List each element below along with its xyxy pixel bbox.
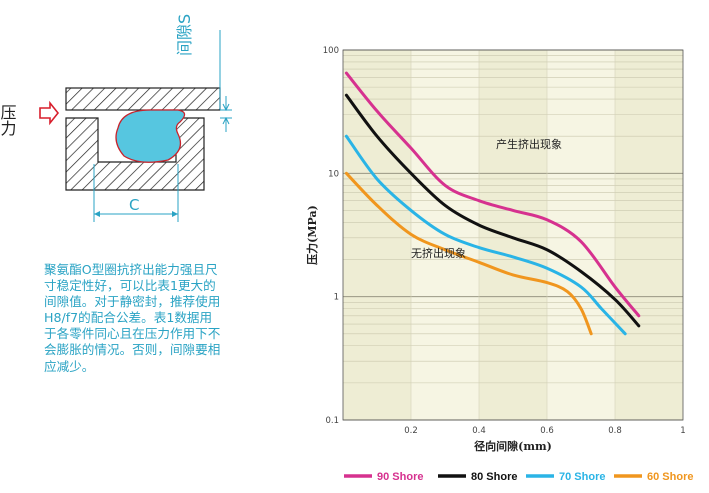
upper-plate <box>65 87 221 111</box>
x-tick-label: 1 <box>680 426 685 436</box>
y-tick-label: 10 <box>328 169 339 179</box>
series-line-60-shore <box>344 171 593 336</box>
y-tick-label: 0.1 <box>325 416 339 426</box>
plot-area <box>343 50 683 420</box>
plot-frame <box>342 49 684 421</box>
o-ring <box>115 109 186 163</box>
pressure-arrow-icon <box>39 100 60 126</box>
width-label: C <box>129 196 139 214</box>
plot-band <box>547 50 615 420</box>
gap-label: 间隙S <box>175 14 194 56</box>
y-tick-label: 100 <box>323 46 339 56</box>
extrusion-chart: 0.1 1 10 100 0.2 0.4 0.6 0.8 1 径向间隙(mm) 压力(MPa) 产生挤… <box>305 46 693 483</box>
pressure-label: 压力 <box>0 104 17 137</box>
y-axis-label: 压力(MPa) <box>305 205 319 265</box>
legend-label: 90 Shore <box>377 471 423 483</box>
x-tick-label: 0.8 <box>608 426 622 436</box>
series-line-70-shore <box>344 134 627 336</box>
annotation-no-extrusion: 无挤出现象 <box>411 246 466 260</box>
description-text: 聚氨酯O型圈抗挤出能力强且尺寸稳定性好，可以比表1更大的间隙值。对于静密封，推荐… <box>44 262 221 374</box>
y-tick-label: 1 <box>334 293 339 303</box>
x-tick-label: 0.4 <box>472 426 486 436</box>
annotation-extrusion: 产生挤出现象 <box>496 137 562 151</box>
gap-arrow-icon <box>222 96 230 132</box>
legend-label: 70 Shore <box>559 471 605 483</box>
x-tick-label: 0.2 <box>404 426 418 436</box>
o-ring-gap-diagram: 压力 间隙S C <box>0 14 232 222</box>
series-line-90-shore <box>344 71 641 318</box>
legend-label: 80 Shore <box>471 471 517 483</box>
x-axis-label: 径向间隙(mm) <box>474 439 552 453</box>
x-tick-label: 0.6 <box>540 426 554 436</box>
legend-label: 60 Shore <box>647 471 693 483</box>
series-line-80-shore <box>344 93 641 328</box>
